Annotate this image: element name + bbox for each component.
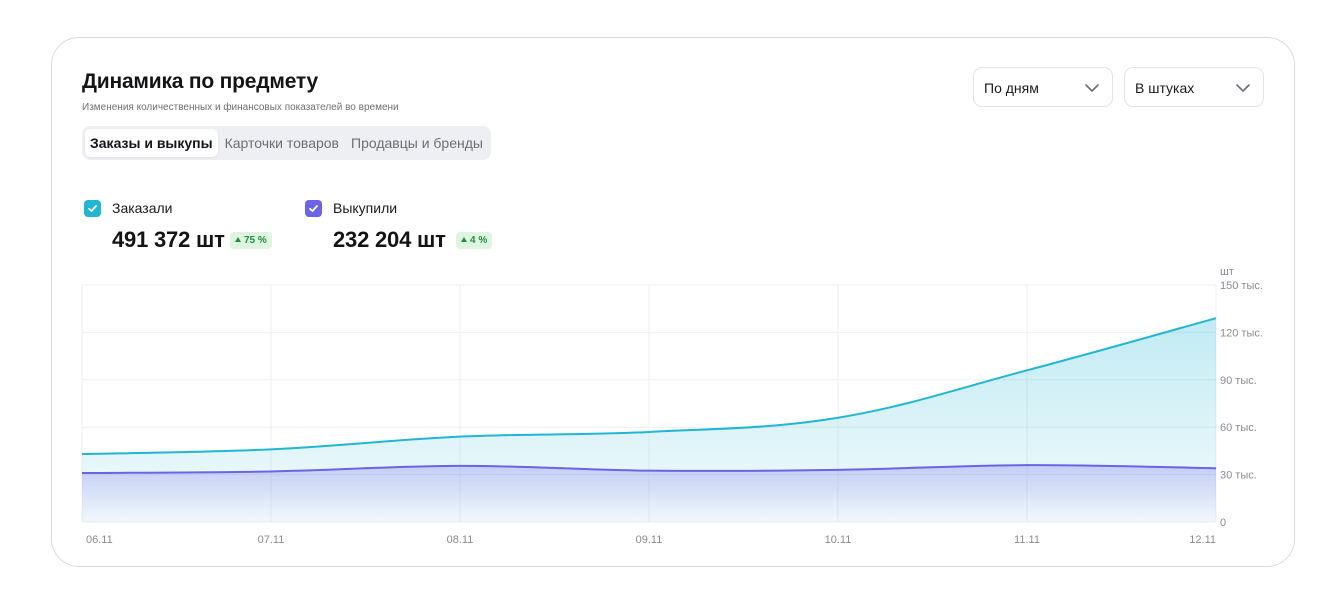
- units-select-value: В штуках: [1135, 80, 1195, 96]
- x-tick-label: 07.11: [258, 534, 285, 546]
- tab-product-cards[interactable]: Карточки товаров: [224, 135, 339, 151]
- y-tick-label: 0: [1220, 517, 1226, 529]
- x-tick-label: 08.11: [447, 534, 474, 546]
- orders-total-value: 491 372 шт: [112, 227, 225, 252]
- x-tick-label: 06.11: [86, 534, 113, 546]
- card-subtitle: Изменения количественных и финансовых по…: [82, 102, 399, 113]
- tab-orders-and-buyouts[interactable]: Заказы и выкупы: [85, 129, 218, 157]
- x-tick-label: 11.11: [1014, 534, 1040, 546]
- checkmark-icon: [88, 205, 97, 212]
- x-tick-label: 12.11: [1189, 534, 1216, 546]
- period-select-value: По дням: [984, 80, 1039, 96]
- y-tick-label: 120 тыс.: [1220, 327, 1263, 339]
- legend-buyouts-checkbox[interactable]: [305, 200, 322, 217]
- up-arrow-icon: [461, 237, 467, 242]
- chevron-down-icon: [1236, 84, 1250, 92]
- y-tick-label: 150 тыс.: [1220, 280, 1263, 292]
- y-unit-label: шт: [1220, 266, 1234, 278]
- tabs-group: Заказы и выкупы Карточки товаров Продавц…: [82, 126, 491, 160]
- units-select[interactable]: В штуках: [1124, 67, 1264, 107]
- buyouts-line: [81, 464, 1217, 475]
- buyouts-change-value: 4 %: [470, 235, 488, 246]
- orders-change-badge: 75 %: [230, 232, 272, 249]
- legend-orders-checkbox[interactable]: [84, 200, 101, 217]
- up-arrow-icon: [235, 237, 241, 242]
- legend-orders-label: Заказали: [112, 200, 173, 216]
- y-tick-label: 30 тыс.: [1220, 470, 1257, 482]
- period-select[interactable]: По дням: [973, 67, 1113, 107]
- orders-change-value: 75 %: [244, 235, 267, 246]
- buyouts-change-badge: 4 %: [456, 232, 493, 249]
- checkmark-icon: [309, 205, 318, 212]
- buyouts-area: [82, 465, 1216, 522]
- x-tick-label: 10.11: [825, 534, 852, 546]
- y-tick-label: 60 тыс.: [1220, 422, 1257, 434]
- orders-line: [81, 317, 1217, 456]
- buyouts-total-value: 232 204 шт: [333, 227, 446, 252]
- card-title: Динамика по предмету: [82, 70, 318, 93]
- x-tick-label: 09.11: [636, 534, 663, 546]
- chevron-down-icon: [1085, 84, 1099, 92]
- tab-sellers-and-brands[interactable]: Продавцы и бренды: [351, 135, 483, 151]
- y-tick-label: 90 тыс.: [1220, 375, 1257, 387]
- legend-buyouts-label: Выкупили: [333, 200, 398, 216]
